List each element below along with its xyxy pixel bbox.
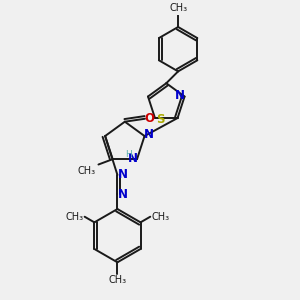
- Text: S: S: [156, 113, 164, 126]
- Text: N: N: [128, 152, 138, 164]
- Text: CH₃: CH₃: [152, 212, 170, 222]
- Text: CH₃: CH₃: [108, 275, 127, 285]
- Text: O: O: [145, 112, 155, 125]
- Text: CH₃: CH₃: [169, 3, 187, 13]
- Text: CH₃: CH₃: [78, 166, 96, 176]
- Text: N: N: [118, 169, 128, 182]
- Text: N: N: [144, 128, 154, 141]
- Text: N: N: [118, 188, 128, 201]
- Text: CH₃: CH₃: [65, 212, 83, 222]
- Text: H: H: [125, 150, 131, 159]
- Text: N: N: [175, 89, 185, 102]
